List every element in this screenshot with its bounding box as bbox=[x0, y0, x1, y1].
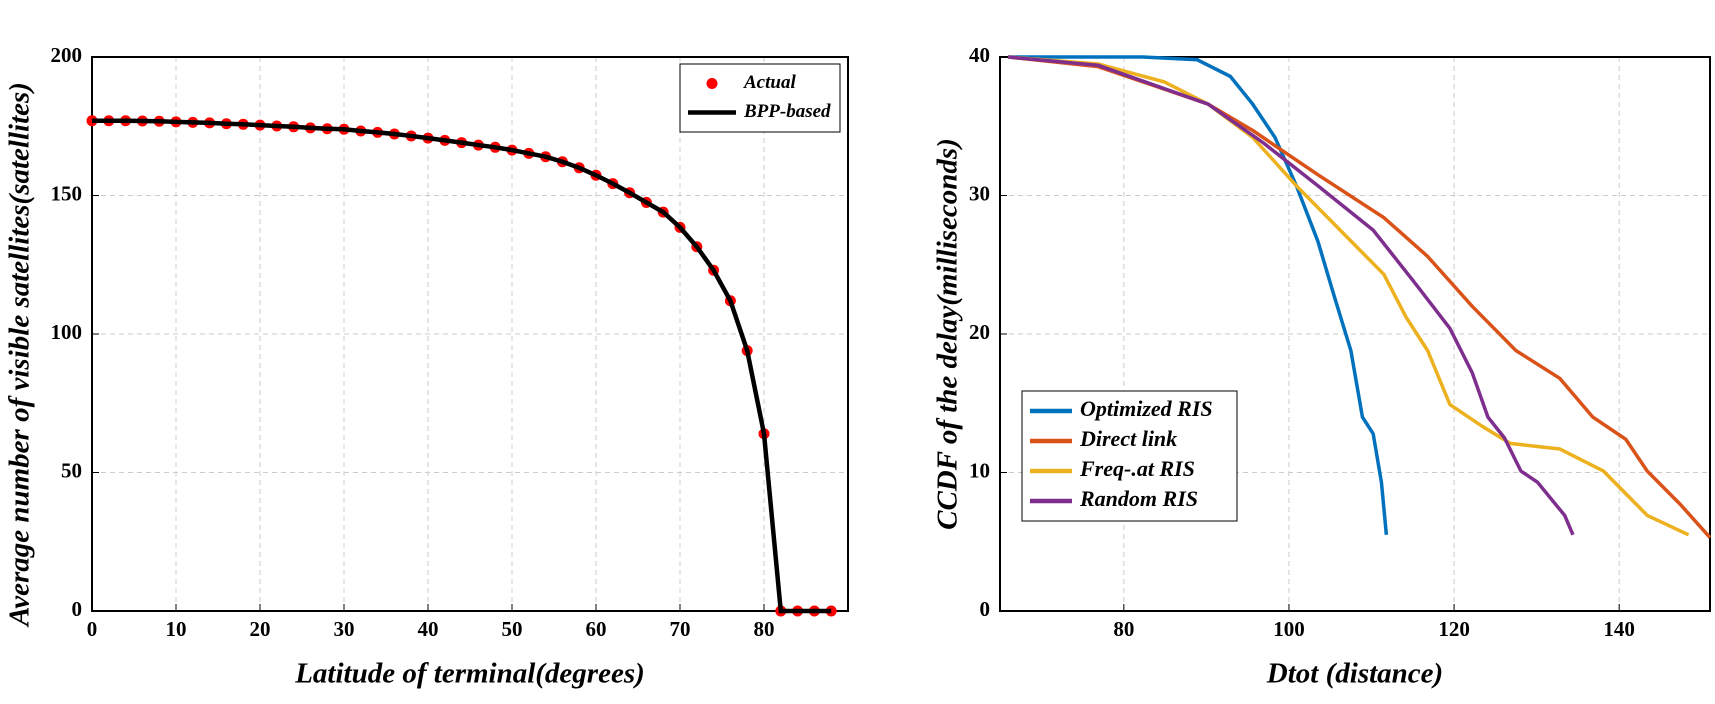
y-tick-label: 0 bbox=[72, 597, 83, 621]
x-tick-label: 20 bbox=[250, 617, 271, 641]
x-axis-label: Dtot (distance) bbox=[1266, 658, 1443, 690]
y-tick-label: 100 bbox=[51, 320, 83, 344]
x-tick-label: 10 bbox=[166, 617, 187, 641]
y-axis-label: CCDF of the delay(milliseconds) bbox=[932, 138, 964, 530]
plot-frame bbox=[91, 56, 849, 612]
x-tick-label: 40 bbox=[418, 617, 439, 641]
legend-label: Optimized RIS bbox=[1080, 396, 1213, 421]
legend-label: Actual bbox=[743, 72, 796, 93]
y-axis-label: Average number of visible satellites(sat… bbox=[4, 82, 36, 628]
y-tick-label: 200 bbox=[51, 43, 83, 67]
x-tick-label: 70 bbox=[670, 617, 691, 641]
x-tick-label: 140 bbox=[1603, 617, 1635, 641]
legend-label: Direct link bbox=[1079, 426, 1177, 451]
legend-marker bbox=[706, 78, 718, 89]
y-tick-label: 0 bbox=[980, 597, 991, 621]
x-tick-label: 100 bbox=[1273, 617, 1305, 641]
x-tick-label: 120 bbox=[1438, 617, 1470, 641]
y-tick-label: 10 bbox=[969, 458, 990, 482]
legend-label: Random RIS bbox=[1079, 486, 1198, 511]
y-tick-label: 40 bbox=[969, 43, 990, 67]
x-axis-label: Latitude of terminal(degrees) bbox=[294, 658, 645, 690]
x-tick-label: 30 bbox=[334, 617, 355, 641]
y-tick-label: 20 bbox=[969, 320, 990, 344]
series-line bbox=[92, 118, 832, 614]
legend-box bbox=[679, 63, 841, 133]
x-tick-label: 50 bbox=[502, 617, 523, 641]
plot-frame bbox=[999, 56, 1711, 612]
x-tick-label: 80 bbox=[1113, 617, 1134, 641]
y-tick-label: 150 bbox=[51, 181, 83, 205]
x-tick-label: 0 bbox=[87, 617, 98, 641]
x-tick-label: 80 bbox=[754, 617, 775, 641]
y-tick-label: 30 bbox=[969, 181, 990, 205]
y-tick-label: 50 bbox=[61, 458, 82, 482]
series-line bbox=[1008, 55, 1575, 536]
legend-label: BPP-based bbox=[743, 101, 831, 122]
legend-label: Freq-.at RIS bbox=[1079, 456, 1195, 481]
series-line bbox=[1008, 55, 1690, 537]
x-tick-label: 60 bbox=[586, 617, 607, 641]
series-line bbox=[1008, 55, 1389, 535]
